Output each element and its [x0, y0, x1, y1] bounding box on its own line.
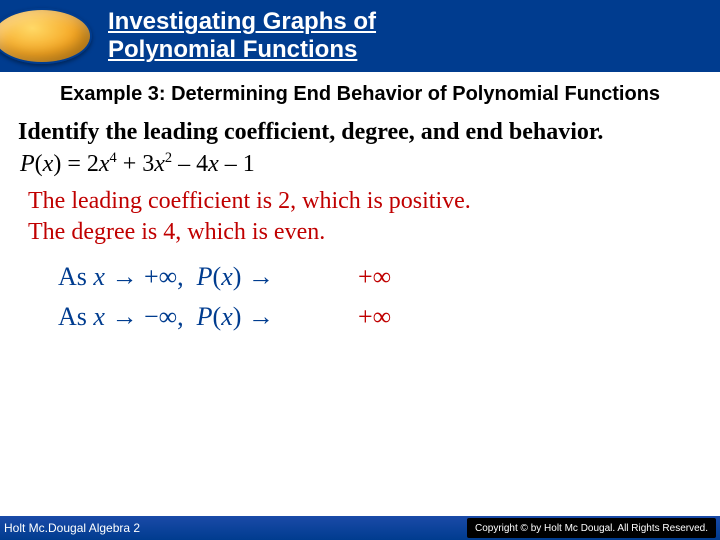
title-line-2: Polynomial Functions [108, 36, 357, 63]
limit-lhs-2: As x → −∞, P(x) → [58, 302, 358, 332]
footer-copyright: Copyright © by Holt Mc Dougal. All Right… [467, 518, 716, 538]
example-heading: Example 3: Determining End Behavior of P… [0, 72, 720, 113]
content-region: Identify the leading coefficient, degree… [0, 113, 720, 332]
instruction-text: Identify the leading coefficient, degree… [18, 119, 702, 146]
footer-left-text: Holt Mc.Dougal Algebra 2 [4, 521, 140, 535]
analysis-line-1: The leading coefficient is 2, which is p… [28, 186, 702, 217]
limit-lhs-1: As x → +∞, P(x) → [58, 262, 358, 292]
analysis-block: The leading coefficient is 2, which is p… [28, 186, 702, 248]
analysis-line-2: The degree is 4, which is even. [28, 217, 702, 248]
end-behavior-block: As x → +∞, P(x) → +∞ As x → −∞, P(x) → +… [58, 262, 702, 332]
title-bar: Investigating Graphs of Polynomial Funct… [0, 0, 720, 72]
title-line-1: Investigating Graphs of [108, 8, 376, 35]
limit-row-neg-inf: As x → −∞, P(x) → +∞ [58, 302, 702, 332]
polynomial-equation: P(x) = 2x4 + 3x2 – 4x – 1 [20, 150, 702, 178]
limit-rhs-2: +∞ [358, 302, 391, 332]
logo-ellipse [0, 8, 92, 64]
limit-rhs-1: +∞ [358, 262, 391, 292]
chapter-title: Investigating Graphs of Polynomial Funct… [108, 8, 376, 63]
footer-bar: Holt Mc.Dougal Algebra 2 Copyright © by … [0, 516, 720, 540]
limit-row-pos-inf: As x → +∞, P(x) → +∞ [58, 262, 702, 292]
